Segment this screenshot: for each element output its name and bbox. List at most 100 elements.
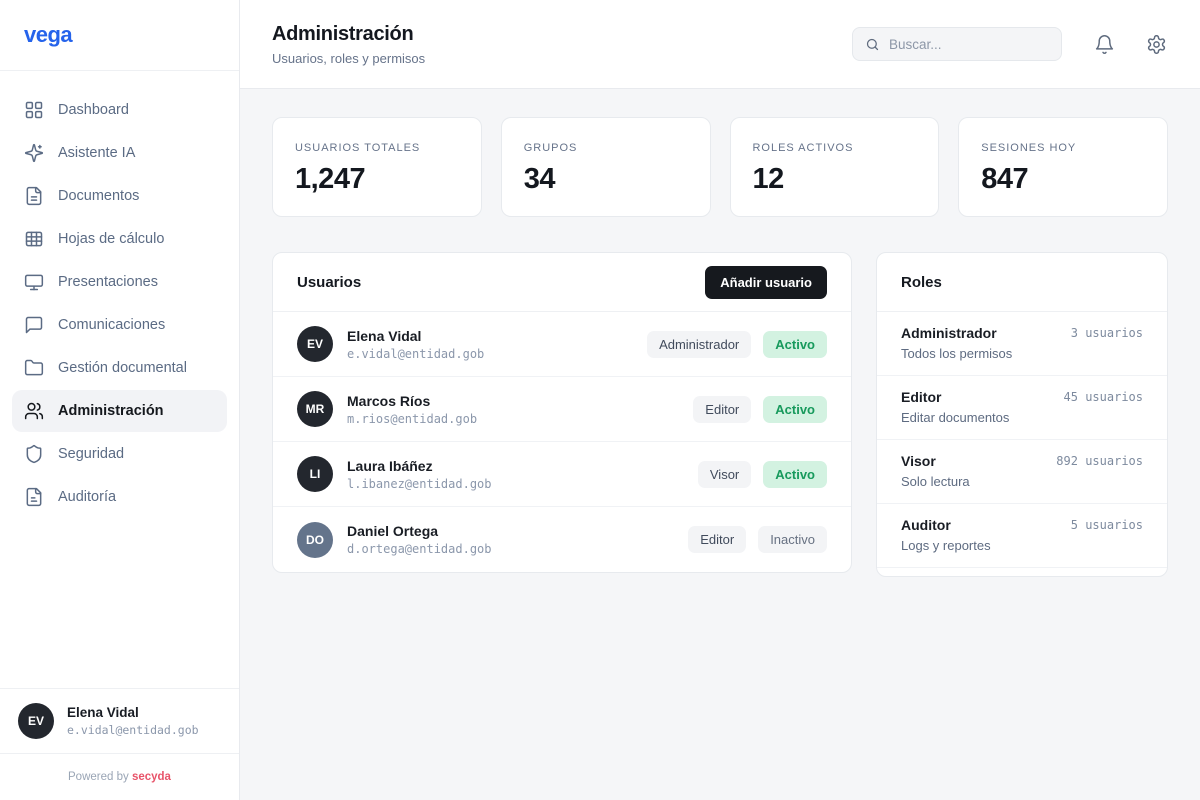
sidebar-item-label: Auditoría: [58, 489, 117, 505]
add-user-button[interactable]: Añadir usuario: [705, 265, 827, 299]
user-row[interactable]: EV Elena Vidal e.vidal@entidad.gob Admin…: [273, 312, 851, 377]
role-pill: Editor: [693, 395, 752, 423]
sidebar-item-asistente-ia[interactable]: Asistente IA: [12, 132, 227, 174]
role-count: 45 usuarios: [1063, 390, 1143, 404]
status-badge: Activo: [763, 330, 827, 358]
stat-label: USUARIOS TOTALES: [295, 142, 421, 154]
stat-card-grupos: GRUPOS 34: [500, 117, 711, 217]
sidebar-item-label: Hojas de cálculo: [58, 231, 165, 247]
role-name: Editor: [901, 389, 942, 405]
sidebar-item-label: Administración: [58, 403, 164, 419]
spreadsheet-icon: [24, 229, 44, 249]
user-name: Marcos Ríos: [347, 392, 431, 409]
stat-card-sesiones-hoy: SESIONES HOY 847: [958, 117, 1168, 217]
role-row[interactable]: Visor 892 usuarios Solo lectura: [877, 440, 1167, 504]
sidebar-item-dashboard[interactable]: Dashboard: [12, 89, 227, 131]
avatar: MR: [297, 391, 333, 427]
search-input[interactable]: [889, 36, 1049, 52]
user-row-meta: Editor Activo: [693, 395, 827, 423]
content: USUARIOS TOTALES 1,247 GRUPOS 34 ROLES A…: [240, 89, 1200, 800]
sidebar-item-presentaciones[interactable]: Presentaciones: [12, 261, 227, 303]
user-email: e.vidal@entidad.gob: [67, 723, 199, 737]
role-name: Auditor: [901, 517, 951, 533]
role-row[interactable]: Auditor 5 usuarios Logs y reportes: [877, 504, 1167, 568]
stat-value: 12: [752, 163, 785, 195]
roles-panel-header: Roles: [877, 253, 1167, 312]
settings-button[interactable]: [1144, 32, 1168, 56]
role-count: 5 usuarios: [1070, 518, 1143, 532]
document-icon: [24, 186, 44, 206]
bell-icon: [1095, 34, 1113, 54]
search-icon: [866, 38, 879, 50]
user-identity: Elena Vidal e.vidal@entidad.gob: [347, 328, 484, 361]
user-identity: Daniel Ortega d.ortega@entidad.gob: [347, 523, 492, 556]
sidebar-item-administracion[interactable]: Administración: [12, 390, 227, 432]
user-row-meta: Editor Inactivo: [688, 526, 827, 553]
user-identity: Marcos Ríos m.rios@entidad.gob: [347, 393, 477, 426]
sidebar-item-label: Presentaciones: [58, 274, 158, 290]
user-row[interactable]: MR Marcos Ríos m.rios@entidad.gob Editor…: [273, 377, 851, 442]
logo-area: vega: [0, 0, 239, 71]
user-name: Elena Vidal: [67, 705, 139, 720]
role-row-top: Visor 892 usuarios: [901, 453, 1143, 469]
sidebar-item-comunicaciones[interactable]: Comunicaciones: [12, 304, 227, 346]
avatar: EV: [297, 326, 333, 362]
brand-logo: vega: [24, 22, 73, 47]
stat-value: 847: [981, 163, 1029, 195]
user-email: e.vidal@entidad.gob: [347, 346, 485, 361]
sidebar-item-label: Comunicaciones: [58, 317, 166, 333]
role-pill: Editor: [688, 526, 747, 553]
role-pill: Visor: [697, 460, 752, 488]
notifications-button[interactable]: [1092, 32, 1116, 56]
avatar: DO: [297, 521, 333, 558]
stat-label: SESIONES HOY: [981, 142, 1077, 154]
sidebar-item-seguridad[interactable]: Seguridad: [12, 433, 227, 475]
folder-icon: [24, 358, 44, 378]
page-title: Administración: [272, 22, 414, 45]
sidebar-item-hojas-de-calculo[interactable]: Hojas de cálculo: [12, 218, 227, 260]
sidebar-user-profile[interactable]: EV Elena Vidal e.vidal@entidad.gob: [0, 688, 239, 753]
role-pill: Administrador: [647, 330, 752, 358]
title-block: Administración Usuarios, roles y permiso…: [272, 23, 852, 66]
user-row[interactable]: DO Daniel Ortega d.ortega@entidad.gob Ed…: [273, 507, 851, 572]
user-row[interactable]: LI Laura Ibáñez l.ibanez@entidad.gob Vis…: [273, 442, 851, 507]
stat-card-roles-activos: ROLES ACTIVOS 12: [729, 117, 940, 217]
role-row-top: Editor 45 usuarios: [901, 389, 1143, 405]
search-box[interactable]: [852, 27, 1062, 61]
stat-card-usuarios-totales: USUARIOS TOTALES 1,247: [272, 117, 482, 217]
sidebar-item-label: Gestión documental: [58, 360, 187, 376]
monitor-icon: [24, 272, 44, 292]
role-name: Administrador: [901, 325, 997, 341]
sidebar-user-info: Elena Vidal e.vidal@entidad.gob: [67, 705, 199, 737]
sidebar-item-label: Documentos: [58, 188, 140, 204]
users-panel: Usuarios Añadir usuario EV Elena Vidal e…: [272, 252, 852, 573]
users-icon: [24, 401, 44, 421]
powered-by-brand: secyda: [131, 771, 171, 783]
shield-icon: [24, 444, 44, 464]
status-badge: Inactivo: [758, 526, 827, 553]
stat-label: GRUPOS: [523, 142, 578, 154]
avatar: EV: [18, 703, 54, 739]
role-row[interactable]: Editor 45 usuarios Editar documentos: [877, 376, 1167, 440]
sidebar-item-gestion-documental[interactable]: Gestión documental: [12, 347, 227, 389]
topbar: Administración Usuarios, roles y permiso…: [240, 0, 1200, 89]
main-area: Administración Usuarios, roles y permiso…: [240, 0, 1200, 800]
stat-label: ROLES ACTIVOS: [752, 142, 854, 154]
role-description: Editar documentos: [901, 410, 1010, 425]
stat-value: 1,247: [295, 163, 366, 195]
role-row[interactable]: Administrador 3 usuarios Todos los permi…: [877, 312, 1167, 376]
user-name: Laura Ibáñez: [347, 457, 433, 474]
sidebar-item-auditoria[interactable]: Auditoría: [12, 476, 227, 518]
user-email: m.rios@entidad.gob: [347, 411, 478, 426]
role-description: Logs y reportes: [901, 538, 991, 553]
page-subtitle: Usuarios, roles y permisos: [272, 50, 426, 66]
sidebar-item-documentos[interactable]: Documentos: [12, 175, 227, 217]
panels-row: Usuarios Añadir usuario EV Elena Vidal e…: [272, 252, 1168, 577]
users-panel-header: Usuarios Añadir usuario: [273, 253, 851, 312]
users-panel-title: Usuarios: [297, 273, 362, 291]
roles-panel: Roles Administrador 3 usuarios Todos los…: [876, 252, 1168, 577]
sidebar-item-label: Dashboard: [58, 102, 129, 118]
sidebar-item-label: Asistente IA: [58, 145, 136, 161]
stat-value: 34: [523, 163, 556, 195]
user-email: l.ibanez@entidad.gob: [347, 476, 492, 491]
